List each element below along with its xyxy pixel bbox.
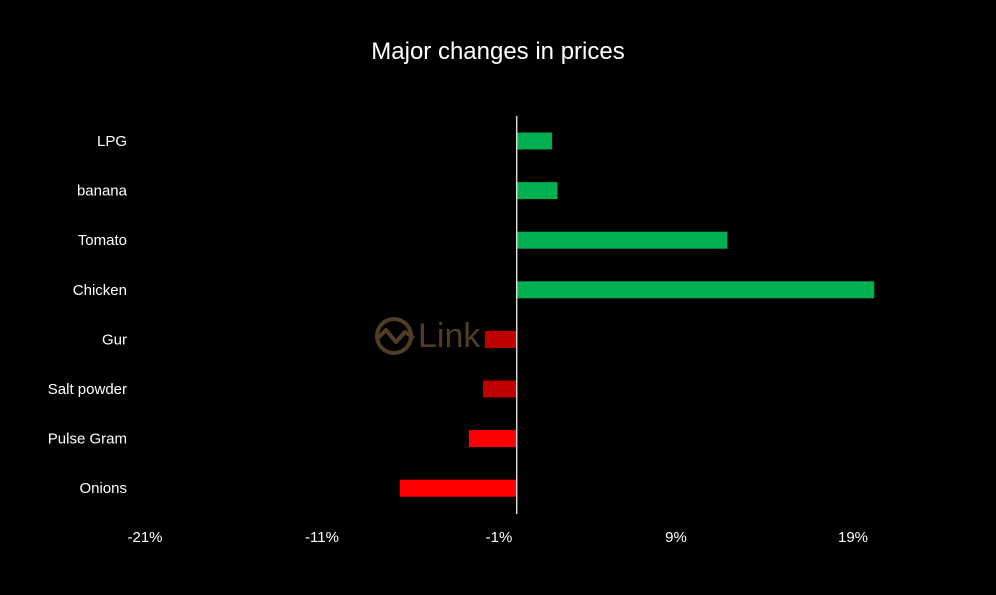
chart-title: Major changes in prices xyxy=(371,38,625,65)
category-label: Onions xyxy=(79,480,127,497)
x-tick-label: 19% xyxy=(838,529,868,546)
watermark: Link xyxy=(372,314,480,358)
bar-tomato xyxy=(516,231,728,249)
bar-gur xyxy=(484,330,517,348)
bar-pulse-gram xyxy=(468,430,517,448)
bars-group xyxy=(399,132,875,497)
category-label: Chicken xyxy=(73,282,127,299)
bar-lpg xyxy=(516,132,553,150)
x-tick-label: -1% xyxy=(486,529,513,546)
watermark-text: Link xyxy=(418,316,481,355)
category-labels-group: LPG banana Tomato Chicken Gur Salt powder Puls… xyxy=(48,133,128,497)
x-tick-label: -11% xyxy=(305,529,339,546)
x-tick-label: -21% xyxy=(127,529,162,546)
bar-banana xyxy=(516,182,558,200)
x-tick-labels-group: -21% -11% -1% 9% 19% xyxy=(127,529,868,546)
bar-onions xyxy=(399,479,517,497)
category-label: Pulse Gram xyxy=(48,431,127,448)
x-tick-label: 9% xyxy=(665,529,687,546)
bar-chicken xyxy=(516,281,875,299)
category-label: banana xyxy=(77,183,128,200)
category-label: LPG xyxy=(97,133,127,150)
category-label: Gur xyxy=(102,331,127,348)
clink-logo-icon xyxy=(374,317,416,355)
bar-salt-powder xyxy=(483,380,517,398)
category-label: Tomato xyxy=(78,232,127,249)
category-label: Salt powder xyxy=(48,381,127,398)
